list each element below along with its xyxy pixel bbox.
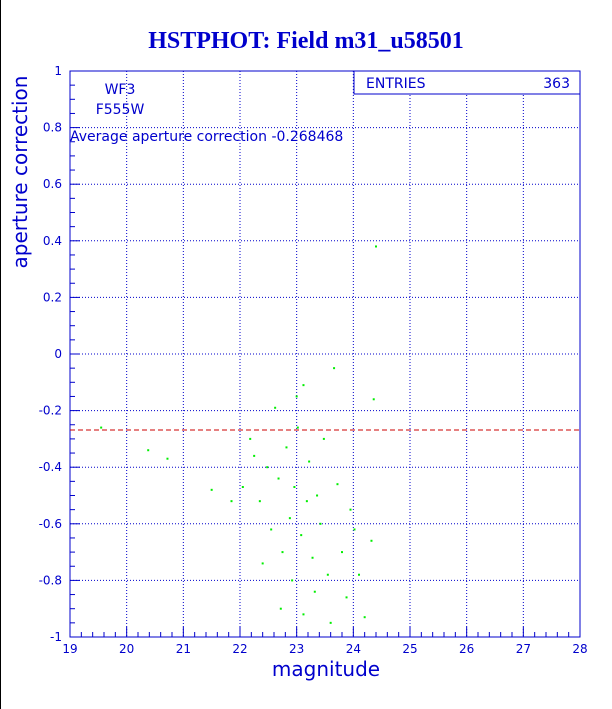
data-point [293, 486, 296, 489]
data-point [316, 494, 319, 497]
data-point [345, 596, 348, 599]
x-tick-label: 24 [346, 642, 361, 656]
data-point [336, 483, 339, 486]
data-point [274, 406, 277, 409]
average-correction-label: Average aperture correction -0.268468 [70, 129, 343, 145]
data-point [253, 454, 256, 457]
y-tick-label: 0.6 [43, 177, 62, 191]
grid [69, 70, 581, 638]
left-window-edge [0, 0, 1, 709]
data-point [329, 621, 332, 624]
data-point [341, 551, 343, 554]
data-point [230, 500, 233, 503]
y-tick-label: 0.8 [43, 121, 62, 135]
data-point [358, 573, 360, 576]
y-tick-label: 0.2 [43, 290, 62, 304]
x-tick-label: 28 [572, 642, 587, 656]
data-point [241, 486, 244, 489]
y-tick-label: -0.2 [39, 404, 62, 418]
data-point [302, 384, 305, 387]
data-point [210, 488, 213, 491]
filter-label: F555W [96, 102, 145, 118]
data-point [166, 457, 169, 460]
x-tick-label: 27 [516, 642, 531, 656]
y-tick-label: 0.4 [43, 234, 62, 248]
data-point [279, 607, 282, 610]
data-point [266, 466, 269, 469]
x-tick-label: 20 [119, 642, 134, 656]
data-point [285, 446, 288, 449]
y-tick-label: -0.4 [39, 460, 62, 474]
data-point [322, 437, 325, 440]
x-axis-label: magnitude [272, 657, 380, 681]
data-point [349, 508, 352, 511]
data-point [326, 573, 329, 576]
data-point [261, 562, 264, 565]
scatter-points [100, 245, 377, 624]
entries-label: ENTRIES [366, 76, 426, 92]
y-tick-label: -0.6 [39, 517, 62, 531]
data-point [288, 517, 291, 520]
x-tick-label: 25 [402, 642, 417, 656]
y-tick-label: -0.8 [39, 573, 62, 587]
x-tick-label: 21 [176, 642, 191, 656]
data-point [249, 437, 252, 440]
x-tick-label: 26 [459, 642, 474, 656]
data-point [308, 460, 311, 463]
data-point [372, 398, 375, 401]
data-point [270, 528, 273, 531]
entries-box [353, 70, 581, 95]
data-point [295, 395, 298, 398]
data-point [281, 551, 284, 554]
y-tick-label: 0 [54, 347, 62, 361]
data-point [100, 426, 103, 429]
camera-label: WF3 [105, 82, 136, 98]
x-tick-label: 22 [232, 642, 247, 656]
x-tick-label: 19 [62, 642, 77, 656]
data-point [305, 500, 308, 503]
y-tick-label: 1 [54, 64, 62, 78]
data-point [313, 590, 316, 593]
data-point [291, 579, 294, 582]
y-axis-label: aperture correction [8, 76, 32, 269]
axes [69, 70, 581, 638]
data-point [363, 616, 366, 619]
data-point [333, 367, 336, 370]
data-point [353, 528, 356, 531]
data-point [300, 534, 303, 537]
tick-labels: 19 20 21 22 23 24 25 26 27 28 -1 -0.8 -0.6 -0.4 -0.2 0 0… [39, 64, 588, 656]
chart-title: HSTPHOT: Field m31_u58501 [148, 28, 464, 54]
data-point [147, 449, 150, 452]
data-point [370, 539, 373, 542]
data-point [319, 522, 322, 525]
data-point [296, 426, 299, 429]
entries-value: 363 [543, 76, 570, 92]
data-point [258, 500, 261, 503]
data-point [311, 556, 314, 559]
y-tick-label: -1 [50, 630, 62, 644]
data-point [302, 613, 305, 616]
data-point [277, 477, 280, 480]
data-point [375, 245, 377, 248]
x-tick-label: 23 [289, 642, 304, 656]
